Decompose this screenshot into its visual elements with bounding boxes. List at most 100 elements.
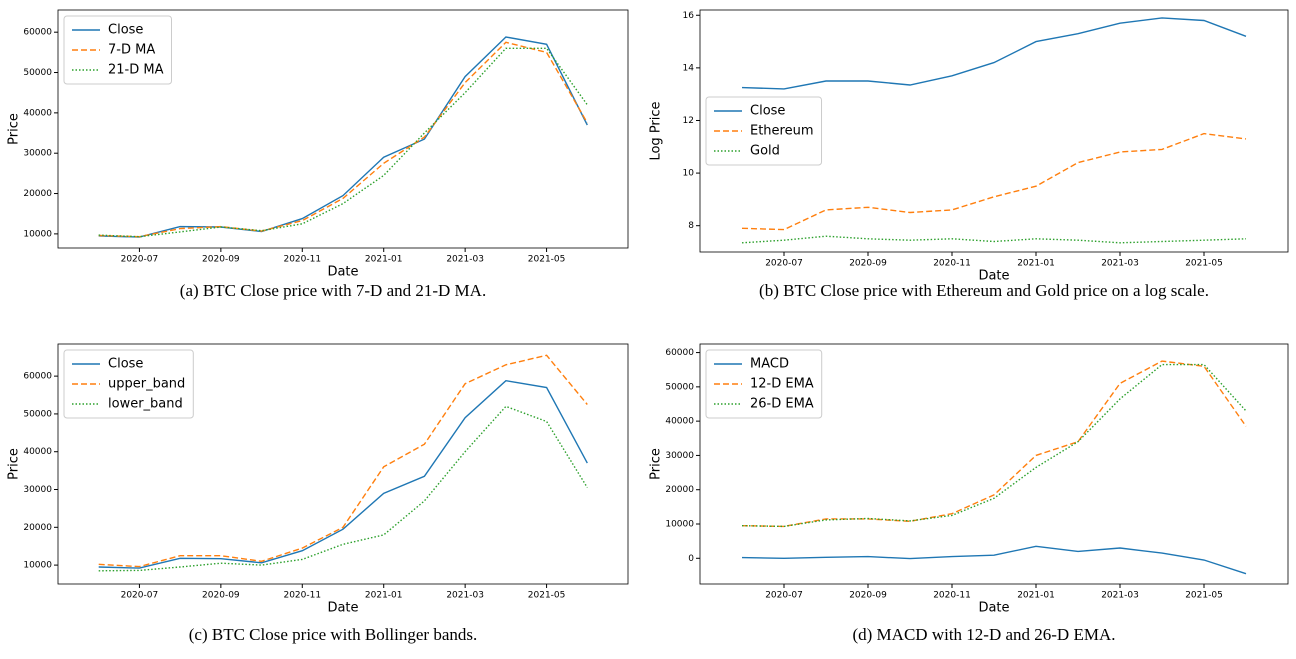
x-tick-label: 2021-05 <box>1185 591 1223 601</box>
legend: Close 7-D MA 21-D MA <box>63 15 172 85</box>
x-tick-label: 2020-07 <box>765 259 803 269</box>
caption: (c) BTC Close price with Bollinger bands… <box>189 625 477 644</box>
y-tick-label: 0 <box>688 554 694 564</box>
y-axis-label: Log Price <box>649 101 664 160</box>
y-axis-label: Price <box>7 448 22 480</box>
x-tick-label: 2021-05 <box>1185 259 1223 269</box>
panel: 10000 20000 30000 40000 50000 60000 2020-07 202… <box>7 9 629 280</box>
y-tick-label: 16 <box>683 11 695 21</box>
x-tick-label: 2021-03 <box>446 255 484 265</box>
x-tick-label: 2020-07 <box>121 255 159 265</box>
x-axis-label: Date <box>327 265 358 280</box>
series-line <box>741 545 1247 575</box>
x-tick-label: 2021-01 <box>365 255 403 265</box>
legend-label: Close <box>750 104 785 119</box>
x-tick-label: 2020-09 <box>849 591 887 601</box>
series-line <box>741 132 1247 231</box>
y-tick-label: 10000 <box>23 229 52 239</box>
legend: Close upper_band lower_band <box>63 349 194 419</box>
legend-box <box>705 96 823 166</box>
caption: (a) BTC Close price with 7-D and 21-D MA… <box>180 281 486 300</box>
caption: (b) BTC Close price with Ethereum and Go… <box>759 281 1209 300</box>
x-tick-label: 2021-01 <box>1017 259 1055 269</box>
legend-label: Close <box>108 23 143 38</box>
x-tick-label: 2021-03 <box>1101 259 1139 269</box>
series-line <box>98 405 588 572</box>
axes-frame <box>57 343 629 585</box>
y-tick-label: 60000 <box>23 372 52 382</box>
series-line <box>741 17 1247 90</box>
y-tick-label: 30000 <box>23 485 52 495</box>
x-tick-label: 2020-11 <box>283 255 321 265</box>
panel: 8 10 12 14 16 2020-07 2020-09 2020-11 2021-01 202… <box>649 9 1289 284</box>
x-tick-label: 2020-11 <box>933 259 971 269</box>
series-line <box>98 47 588 238</box>
legend-label: 7-D MA <box>108 43 155 58</box>
y-tick-label: 10000 <box>23 561 52 571</box>
panel: 10000 20000 30000 40000 50000 60000 2020-07 202… <box>7 343 629 616</box>
y-tick-label: 50000 <box>23 68 52 78</box>
y-tick-label: 8 <box>688 221 694 231</box>
series-line <box>741 360 1247 528</box>
x-tick-label: 2021-05 <box>528 255 566 265</box>
series-line <box>741 235 1247 244</box>
x-tick-label: 2021-05 <box>528 591 566 601</box>
legend-label: upper_band <box>108 377 185 392</box>
y-tick-label: 30000 <box>665 451 694 461</box>
legend-label: Gold <box>750 144 780 159</box>
legend-label: 26-D EMA <box>750 397 814 412</box>
y-tick-label: 40000 <box>23 108 52 118</box>
y-tick-label: 30000 <box>23 149 52 159</box>
legend: MACD 12-D EMA 26-D EMA <box>705 349 823 419</box>
x-tick-label: 2021-01 <box>1017 591 1055 601</box>
x-tick-label: 2020-07 <box>121 591 159 601</box>
x-axis-label: Date <box>327 601 358 616</box>
y-tick-label: 20000 <box>23 189 52 199</box>
y-tick-label: 20000 <box>23 523 52 533</box>
series-line <box>98 41 588 238</box>
legend-box <box>63 349 194 419</box>
y-tick-label: 10000 <box>665 520 694 530</box>
series-line <box>98 354 588 568</box>
series-line <box>98 379 588 569</box>
y-axis-label: Price <box>7 113 22 145</box>
x-tick-label: 2020-11 <box>933 591 971 601</box>
legend-label: Ethereum <box>750 124 814 139</box>
series-line <box>741 363 1247 528</box>
x-tick-label: 2021-03 <box>446 591 484 601</box>
x-axis-label: Date <box>978 269 1009 284</box>
x-tick-label: 2021-03 <box>1101 591 1139 601</box>
x-tick-label: 2020-09 <box>202 255 240 265</box>
y-tick-label: 12 <box>683 116 694 126</box>
y-tick-label: 14 <box>683 63 695 73</box>
legend: Close Ethereum Gold <box>705 96 823 166</box>
y-tick-label: 10 <box>683 169 695 179</box>
legend-label: MACD <box>750 357 789 372</box>
axes-frame <box>699 9 1289 253</box>
y-axis-label: Price <box>649 448 664 480</box>
y-tick-label: 40000 <box>665 417 694 427</box>
y-tick-label: 40000 <box>23 447 52 457</box>
legend-box <box>705 349 823 419</box>
x-tick-label: 2020-07 <box>765 591 803 601</box>
panel: 0 10000 20000 30000 40000 50000 60000 2020-07 20… <box>649 343 1289 616</box>
legend-label: 21-D MA <box>108 63 164 78</box>
y-tick-label: 60000 <box>23 28 52 38</box>
legend-label: Close <box>108 357 143 372</box>
x-tick-label: 2020-09 <box>849 259 887 269</box>
y-tick-label: 50000 <box>665 382 694 392</box>
legend-label: 12-D EMA <box>750 377 814 392</box>
x-tick-label: 2021-01 <box>365 591 403 601</box>
x-tick-label: 2020-11 <box>283 591 321 601</box>
x-tick-label: 2020-09 <box>202 591 240 601</box>
axes-frame <box>57 9 629 249</box>
axes-frame <box>699 343 1289 585</box>
x-axis-label: Date <box>978 601 1009 616</box>
y-tick-label: 50000 <box>23 409 52 419</box>
caption: (d) MACD with 12-D and 26-D EMA. <box>852 625 1115 644</box>
legend-box <box>63 15 172 85</box>
legend-label: lower_band <box>108 397 183 412</box>
y-tick-label: 60000 <box>665 348 694 358</box>
series-line <box>98 36 588 238</box>
